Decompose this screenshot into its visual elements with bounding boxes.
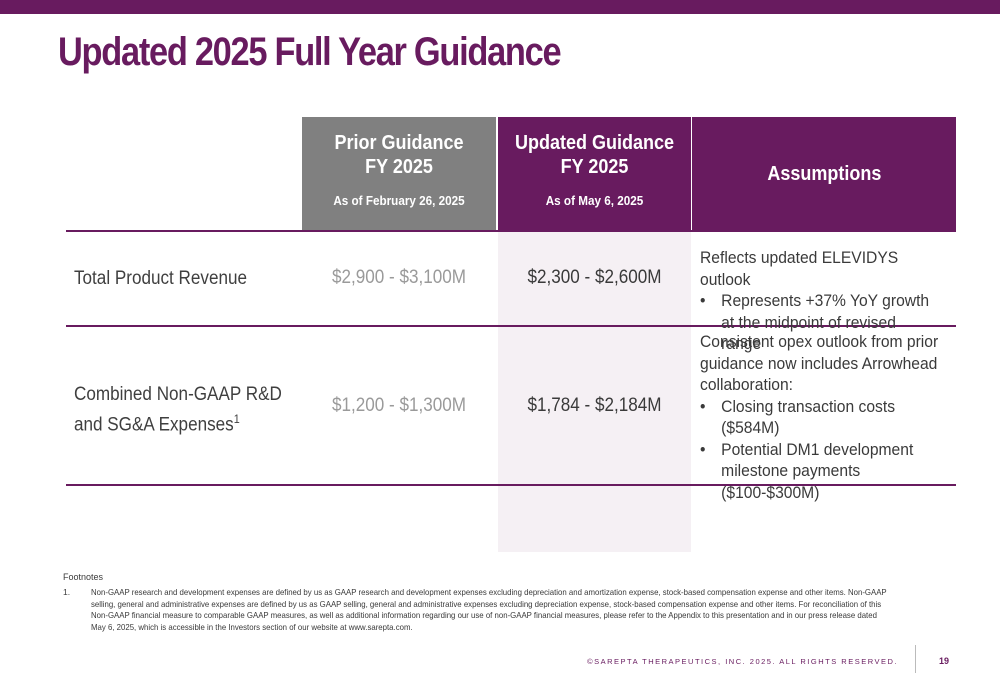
row1-prior-value: $2,900 - $3,100M xyxy=(331,267,467,288)
table-rule-middle xyxy=(66,325,956,327)
row2-prior-value: $1,200 - $1,300M xyxy=(331,395,467,416)
top-accent-bar xyxy=(0,0,1000,14)
row2-bullet-1-text: Closing transaction costs ($584M) xyxy=(721,396,896,438)
footnote-text: Non-GAAP research and development expens… xyxy=(91,587,887,632)
bullet-dot-icon: • xyxy=(700,291,706,310)
copyright-notice: ©SAREPTA THERAPEUTICS, INC. 2025. ALL RI… xyxy=(587,657,898,666)
row1-assumption-intro: Reflects updated ELEVIDYS outlook xyxy=(700,248,899,289)
bullet-dot-icon: • xyxy=(700,396,706,416)
row1-assumptions: Reflects updated ELEVIDYS outlook • Repr… xyxy=(700,247,939,355)
footnotes-heading: Footnotes xyxy=(63,572,104,582)
row-label-total-product-revenue: Total Product Revenue xyxy=(74,268,248,289)
row2-bullet-2: • Potential DM1 development milestone pa… xyxy=(700,439,939,504)
footnote-number: 1. xyxy=(63,587,71,597)
updated-column-shade xyxy=(498,230,691,552)
row2-bullet-2-text: Potential DM1 development milestone paym… xyxy=(721,439,914,502)
row2-assumption-intro: Consistent opex outlook from prior guida… xyxy=(700,332,939,394)
header-prior-date: As of February 26, 2025 xyxy=(333,193,465,208)
footer-divider xyxy=(915,645,916,673)
row2-label-line1: Combined Non-GAAP R&D xyxy=(74,384,282,405)
page-number: 19 xyxy=(938,656,949,666)
header-prior-guidance: Prior Guidance FY 2025 As of February 26… xyxy=(302,117,496,230)
row-label-combined-expenses: Combined Non-GAAP R&D and SG&A Expenses1 xyxy=(74,383,282,437)
header-assumptions-title: Assumptions xyxy=(766,162,882,185)
header-updated-title: Updated Guidance xyxy=(514,132,675,154)
header-updated-guidance: Updated Guidance FY 2025 As of May 6, 20… xyxy=(498,117,691,230)
row2-updated-value: $1,784 - $2,184M xyxy=(527,395,662,416)
row1-updated-value: $2,300 - $2,600M xyxy=(527,267,662,288)
header-prior-title: Prior Guidance xyxy=(334,132,464,154)
header-updated-year: FY 2025 xyxy=(560,156,629,178)
bullet-dot-icon: • xyxy=(700,439,706,459)
header-prior-year: FY 2025 xyxy=(365,156,433,178)
row2-label-line2: and SG&A Expenses xyxy=(74,414,234,436)
row1-bullet-text: Represents +37% YoY growth at the midpoi… xyxy=(721,291,930,353)
table-rule-bottom xyxy=(66,484,956,486)
header-assumptions: Assumptions xyxy=(692,117,956,230)
page-title: Updated 2025 Full Year Guidance xyxy=(58,30,562,74)
row2-bullet-1: • Closing transaction costs ($584M) xyxy=(700,396,939,439)
footnote-marker: 1 xyxy=(233,412,240,426)
row2-assumptions: Consistent opex outlook from prior guida… xyxy=(700,331,939,503)
header-updated-date: As of May 6, 2025 xyxy=(545,193,644,208)
table-rule-top xyxy=(66,230,956,232)
row1-bullet: • Represents +37% YoY growth at the midp… xyxy=(700,290,939,355)
